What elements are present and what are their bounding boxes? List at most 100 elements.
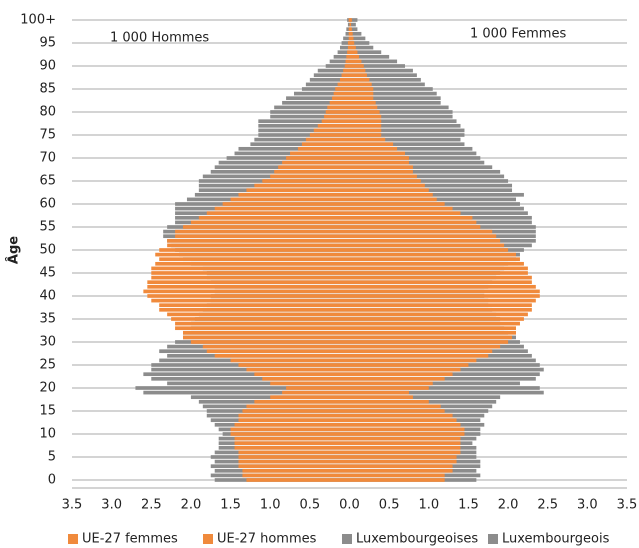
bar xyxy=(309,77,350,82)
bar xyxy=(282,100,350,105)
bar xyxy=(349,156,409,160)
bar xyxy=(349,119,457,124)
bar xyxy=(349,133,465,137)
bar xyxy=(198,215,350,220)
bar xyxy=(151,275,350,280)
bar xyxy=(349,321,520,326)
bar xyxy=(294,91,350,96)
bar xyxy=(234,445,350,450)
bar xyxy=(349,248,509,252)
bar xyxy=(349,77,370,82)
bar xyxy=(305,137,350,142)
bar xyxy=(349,41,355,45)
y-tick-label: 85 xyxy=(39,82,56,97)
x-tick-label: 1.0 xyxy=(418,498,439,513)
bar xyxy=(349,257,520,262)
bar xyxy=(349,123,382,128)
bar xyxy=(349,169,501,174)
bar xyxy=(349,238,501,243)
bar xyxy=(175,321,350,326)
bar xyxy=(325,64,350,68)
bar xyxy=(349,344,501,349)
bar xyxy=(183,330,350,335)
x-tick-label: 0.0 xyxy=(339,498,360,513)
bar xyxy=(214,206,350,211)
bar xyxy=(159,303,350,308)
bar xyxy=(349,225,481,229)
bar xyxy=(349,179,421,183)
bar xyxy=(305,82,350,87)
bar xyxy=(282,390,350,395)
bar xyxy=(349,399,429,404)
bar xyxy=(349,409,445,413)
y-tick-label: 35 xyxy=(39,312,56,327)
bar xyxy=(238,459,350,464)
bar xyxy=(258,123,350,128)
legend-label: Luxembourgeoises xyxy=(356,532,478,547)
bar xyxy=(349,367,461,372)
bar xyxy=(349,50,358,55)
x-tick-label: 2.0 xyxy=(498,498,519,513)
bar xyxy=(349,197,437,202)
y-tick-label: 10 xyxy=(39,427,56,442)
bar xyxy=(349,390,409,395)
bar xyxy=(258,133,350,137)
y-tick-label: 80 xyxy=(39,105,56,120)
bar xyxy=(349,160,485,165)
bar xyxy=(246,404,350,409)
bar xyxy=(349,165,493,170)
bar xyxy=(349,220,477,225)
bar xyxy=(282,160,350,165)
bar xyxy=(258,119,350,124)
bar xyxy=(238,413,350,418)
bar xyxy=(349,45,356,50)
bar xyxy=(147,294,350,298)
bar xyxy=(230,432,350,436)
y-axis-label: Âge xyxy=(6,236,22,264)
y-tick-label: 100+ xyxy=(20,13,56,28)
bar xyxy=(230,427,350,432)
bar xyxy=(230,197,350,202)
bar xyxy=(349,50,382,55)
bar xyxy=(246,367,350,372)
bar xyxy=(234,436,350,441)
y-tick-label: 15 xyxy=(39,404,56,419)
bar xyxy=(349,174,505,179)
bar xyxy=(349,422,461,427)
bar xyxy=(349,317,524,321)
bar xyxy=(349,183,513,188)
bar xyxy=(339,45,350,50)
bar xyxy=(349,404,441,409)
bar xyxy=(349,96,374,101)
bar xyxy=(147,280,350,285)
bar xyxy=(347,50,350,55)
legend-label: UE-27 femmes xyxy=(82,532,178,547)
bar xyxy=(349,91,374,96)
bar xyxy=(339,77,350,82)
bar xyxy=(349,298,536,303)
bar xyxy=(254,399,350,404)
y-tick-label: 55 xyxy=(39,220,56,235)
bar xyxy=(349,128,465,133)
bar xyxy=(349,18,352,22)
bar xyxy=(167,238,350,243)
bar xyxy=(317,123,350,128)
bar xyxy=(349,146,398,151)
bar xyxy=(349,459,457,464)
x-tick-label: 3.0 xyxy=(577,498,598,513)
bar xyxy=(349,54,390,59)
legend-swatch xyxy=(488,534,498,544)
bar xyxy=(349,202,445,206)
bar xyxy=(230,358,350,363)
bar xyxy=(349,73,417,78)
bar xyxy=(349,45,374,50)
y-tick-label: 5 xyxy=(48,450,56,465)
x-tick-label: 3.5 xyxy=(617,498,638,513)
bar xyxy=(345,59,350,64)
bar xyxy=(349,142,465,147)
y-tick-label: 65 xyxy=(39,174,56,189)
bar xyxy=(349,473,445,478)
bar xyxy=(349,271,528,275)
bar xyxy=(349,229,493,234)
y-tick-label: 90 xyxy=(39,59,56,74)
